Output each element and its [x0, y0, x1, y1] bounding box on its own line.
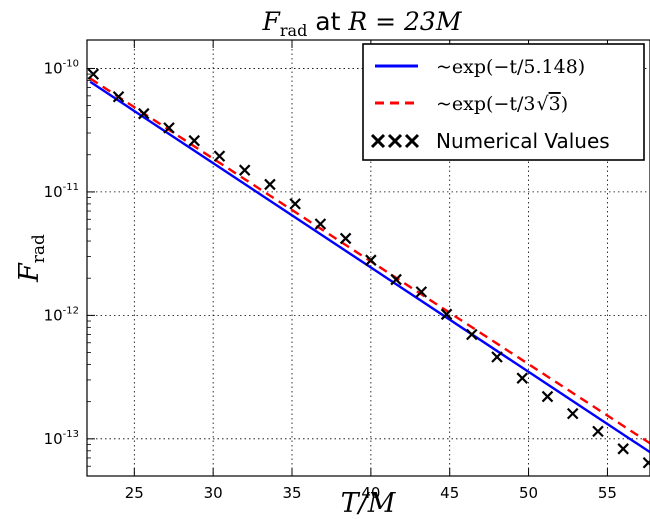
data-point-stroke: [566, 407, 579, 420]
legend-marker-stroke: [387, 133, 403, 149]
data-point-stroke: [541, 390, 554, 403]
x-tick-label: 50: [519, 484, 538, 502]
data-point: [163, 122, 175, 134]
data-point-stroke: [112, 90, 125, 103]
x-tick-label: 30: [204, 484, 223, 502]
x-tick-label: 45: [440, 484, 459, 502]
legend-label-exp-3root3: ~exp(−t/3√3): [436, 93, 568, 115]
ylabel-var: F: [14, 262, 45, 283]
ticks: [87, 40, 608, 477]
y-tick-label: 10-10: [44, 58, 79, 77]
data-point-stroke: [390, 273, 402, 286]
legend-label-numerical: Numerical Values: [436, 129, 610, 153]
data-point: [541, 390, 554, 403]
data-point-stroke: [466, 328, 478, 341]
data-point: [238, 164, 251, 176]
data-point: [87, 68, 100, 80]
data-point-stroke: [592, 425, 604, 438]
title-mid: at: [307, 7, 348, 36]
data-point-stroke: [440, 308, 453, 321]
data-point: [390, 273, 402, 286]
legend: ~exp(−t/5.148) ~exp(−t/3√3) Numerical Va…: [362, 43, 645, 161]
title-var: F: [262, 7, 282, 36]
chart-title: Frad at R = 23M: [262, 7, 463, 40]
data-point: [264, 178, 276, 191]
legend-label-exp-fit: ~exp(−t/5.148): [436, 56, 585, 78]
data-point: [365, 254, 377, 266]
data-point: [516, 372, 529, 384]
legend-marker-stroke: [370, 133, 386, 149]
ylabel-sub: rad: [29, 234, 49, 263]
data-point: [188, 134, 201, 147]
data-point: [112, 90, 125, 103]
sqrt-sign: √: [537, 93, 550, 115]
y-tick-label: 10-12: [44, 305, 79, 324]
title-sub: rad: [280, 21, 307, 40]
data-point: [440, 308, 453, 321]
y-axis-label: Frad: [14, 234, 49, 283]
legend-swatch-numerical: [370, 133, 420, 149]
data-point-stroke: [87, 68, 100, 80]
data-point-stroke: [314, 218, 327, 230]
data-point: [466, 328, 478, 341]
data-point: [314, 218, 327, 230]
data-point-stroke: [188, 134, 201, 147]
data-point: [339, 232, 352, 245]
data-point: [491, 351, 503, 363]
legend-label-1-rad: 3: [549, 93, 561, 115]
data-point-stroke: [213, 150, 226, 162]
data-point-stroke: [617, 443, 629, 455]
y-tick-labels: 10-10 10-11 10-12 10-13: [44, 58, 79, 447]
data-point-stroke: [163, 122, 175, 134]
x-tick-label: 40: [361, 484, 380, 502]
data-point-stroke: [642, 459, 650, 469]
data-point: [415, 286, 428, 298]
data-point: [617, 443, 629, 455]
x-tick-labels: 25 30 35 40 45 50 55: [125, 484, 617, 502]
title-cond: R = 23M: [347, 7, 462, 36]
data-point: [642, 456, 650, 469]
data-point-stroke: [415, 286, 428, 298]
x-axis-label: T/M: [341, 488, 397, 519]
legend-label-1-suffix: ): [561, 93, 568, 115]
data-point-stroke: [491, 351, 503, 363]
data-point-stroke: [516, 372, 529, 384]
data-point-stroke: [238, 164, 251, 176]
data-point: [289, 198, 301, 210]
legend-marker-stroke: [404, 133, 420, 149]
data-point: [213, 150, 226, 162]
data-point-stroke: [264, 178, 276, 191]
data-point-stroke: [289, 198, 301, 210]
y-tick-label: 10-11: [44, 182, 79, 201]
data-point: [137, 107, 150, 120]
y-tick-label: 10-13: [44, 429, 79, 448]
legend-label-1-prefix: ~exp(−t/3: [436, 93, 536, 115]
data-point-stroke: [137, 107, 150, 120]
legend-label-0-text: ~exp(−t/5.148): [436, 56, 585, 78]
series-line: [89, 80, 650, 454]
plot-frame: [86, 39, 650, 477]
data-point-stroke: [339, 232, 352, 245]
data-point: [592, 425, 604, 438]
x-tick-label: 25: [125, 484, 144, 502]
marker-layer: [87, 68, 650, 469]
data-point-stroke: [365, 254, 377, 266]
x-tick-label: 55: [598, 484, 617, 502]
x-tick-label: 35: [282, 484, 301, 502]
data-point: [566, 407, 579, 420]
